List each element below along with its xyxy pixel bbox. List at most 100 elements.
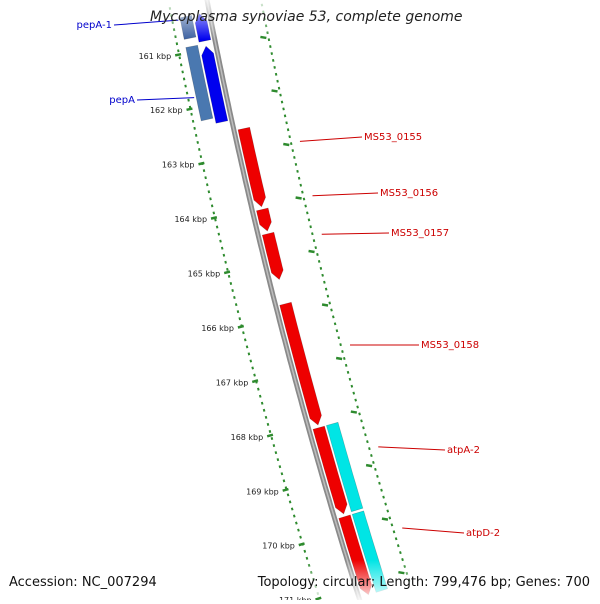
scale-dot xyxy=(338,336,339,338)
gene-label[interactable]: MS53_0156 xyxy=(380,188,438,199)
scale-dot xyxy=(342,350,343,352)
scale-dot xyxy=(270,45,271,47)
scale-tick-mark xyxy=(238,326,244,327)
scale-dot xyxy=(250,360,251,363)
scale-dot xyxy=(276,73,277,75)
scale-dot xyxy=(247,346,248,349)
scale-dot xyxy=(383,496,384,498)
scale-dot xyxy=(324,281,325,283)
scale-tick-mark xyxy=(299,543,305,545)
scale-dot xyxy=(249,353,250,356)
scale-dot xyxy=(276,451,277,454)
scale-dot xyxy=(182,71,183,74)
scale-dot xyxy=(392,524,393,526)
scale-tick-label: 169 kbp xyxy=(246,487,279,496)
scale-dot xyxy=(377,475,378,477)
scale-dot xyxy=(210,198,211,201)
gene-label[interactable]: MS53_0157 xyxy=(391,228,449,239)
scale-dot xyxy=(197,141,198,144)
scale-dot xyxy=(280,465,281,468)
scale-dot xyxy=(239,317,240,320)
scale-dot xyxy=(178,50,179,53)
scale-dot xyxy=(310,226,311,228)
scale-dot xyxy=(299,177,300,179)
scale-tick-mark xyxy=(224,272,230,273)
scale-tick-label: 161 kbp xyxy=(139,52,172,61)
scale-dot xyxy=(243,332,244,335)
scale-dot xyxy=(293,149,294,151)
scale-dot xyxy=(292,508,293,511)
gene-label[interactable]: atpA-2 xyxy=(447,445,480,456)
scale-tick-mark xyxy=(283,144,289,145)
scale-tick-mark xyxy=(309,251,315,252)
scale-dot xyxy=(307,557,308,560)
scale-dot xyxy=(348,371,349,373)
scale-dot xyxy=(272,52,273,54)
scale-dot xyxy=(184,78,185,81)
scale-tick-mark xyxy=(315,598,321,600)
scale-dot xyxy=(283,108,284,110)
scale-dot xyxy=(290,501,291,504)
scale-dot xyxy=(300,536,301,539)
scale-dot xyxy=(300,184,301,186)
scale-tick-mark xyxy=(252,380,258,382)
scale-dot xyxy=(205,176,206,179)
scale-dot xyxy=(381,489,382,491)
gene-label[interactable]: pepA xyxy=(109,95,135,106)
scale-dot xyxy=(352,385,353,387)
gene-labels: pepA-1 pepA MS53_0155 MS53_0156 MS53_0157 MS5… xyxy=(77,20,501,539)
scale-dot xyxy=(245,339,246,342)
scale-dot xyxy=(207,183,208,186)
scale-dot xyxy=(215,219,216,222)
scale-dot xyxy=(274,444,275,447)
scale-dot xyxy=(220,240,221,243)
scale-dot xyxy=(213,212,214,215)
scale-dot xyxy=(262,402,263,405)
genome-summary-text: Topology: circular; Length: 799,476 bp; … xyxy=(258,575,590,590)
scale-dot xyxy=(219,233,220,236)
scale-dot xyxy=(194,127,195,130)
gene-label[interactable]: MS53_0155 xyxy=(364,132,422,143)
scale-tick-mark xyxy=(398,572,404,573)
scale-dot xyxy=(350,378,351,380)
gene-label-leader xyxy=(378,447,445,450)
scale-dot xyxy=(274,66,275,68)
scale-dot xyxy=(288,494,289,497)
scale-dot xyxy=(375,468,376,470)
scale-dot xyxy=(389,517,390,519)
scale-dot xyxy=(286,122,287,124)
scale-dot xyxy=(270,430,271,433)
scale-dot xyxy=(187,92,188,95)
scale-dot xyxy=(305,205,306,207)
scale-dot xyxy=(224,254,225,257)
scale-tick-mark xyxy=(351,412,357,413)
gene-label[interactable]: pepA-1 xyxy=(77,20,112,31)
scale-dot xyxy=(355,399,356,401)
scale-tick-mark xyxy=(260,37,266,38)
scale-dot xyxy=(357,406,358,408)
gene-features xyxy=(180,14,388,595)
scale-dot xyxy=(294,156,295,158)
scale-tick-mark xyxy=(382,519,388,520)
scale-tick-mark xyxy=(283,489,289,491)
scale-dot xyxy=(291,142,292,144)
scale-tick-label: 163 kbp xyxy=(162,161,195,170)
scale-dot xyxy=(398,544,399,546)
scale-dot xyxy=(371,454,372,456)
gene-label[interactable]: atpD-2 xyxy=(466,528,500,539)
scale-dot xyxy=(337,330,338,332)
scale-tick-label: 165 kbp xyxy=(188,270,221,279)
scale-dot xyxy=(201,155,202,158)
gene-label[interactable]: MS53_0158 xyxy=(421,340,479,351)
scale-dot xyxy=(196,134,197,137)
scale-dot xyxy=(373,461,374,463)
scale-dot xyxy=(322,274,323,276)
scale-dot xyxy=(227,268,228,271)
scale-dot xyxy=(229,275,230,278)
scale-dot xyxy=(266,416,267,419)
scale-tick-label: 167 kbp xyxy=(216,378,249,387)
scale-dot xyxy=(212,205,213,208)
accession-text: Accession: NC_007294 xyxy=(9,575,157,590)
scale-dot xyxy=(254,374,255,377)
